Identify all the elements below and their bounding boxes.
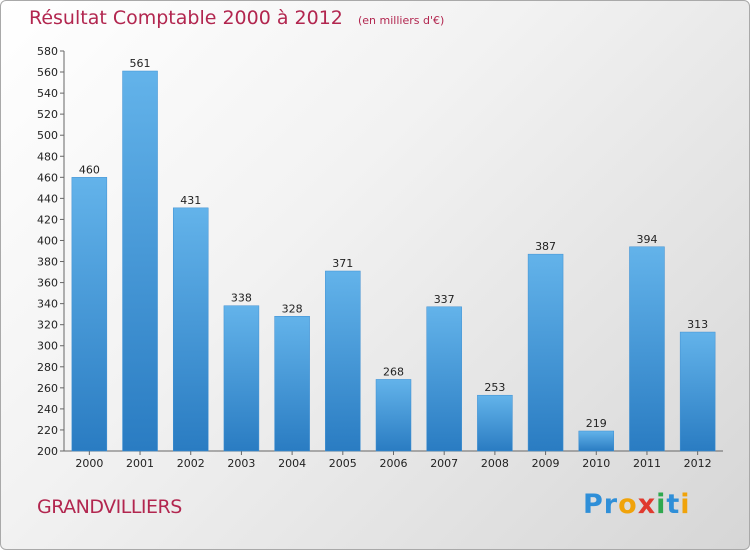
- value-label-2005: 371: [332, 257, 353, 270]
- x-tick-label-2003: 2003: [227, 457, 255, 470]
- x-tick-label-2005: 2005: [329, 457, 357, 470]
- x-tick-label-2006: 2006: [380, 457, 408, 470]
- x-tick-label-2002: 2002: [177, 457, 205, 470]
- y-tick-label: 380: [37, 256, 58, 269]
- y-tick-label: 400: [37, 234, 58, 247]
- y-tick-label: 520: [37, 108, 58, 121]
- bar-2012: [679, 331, 716, 452]
- x-tick-label-2007: 2007: [430, 457, 458, 470]
- title-row: Résultat Comptable 2000 à 2012 (en milli…: [29, 7, 444, 29]
- bar-2011: [629, 246, 665, 452]
- value-label-2007: 337: [434, 293, 455, 306]
- y-tick-label: 460: [37, 171, 58, 184]
- value-label-2011: 394: [636, 233, 657, 246]
- x-tick-label-2008: 2008: [481, 457, 509, 470]
- value-label-2010: 219: [586, 417, 607, 430]
- y-tick-label: 440: [37, 192, 58, 205]
- y-tick-label: 220: [37, 424, 58, 437]
- value-label-2004: 328: [282, 302, 303, 315]
- x-tick-label-2004: 2004: [278, 457, 306, 470]
- y-tick-label: 240: [37, 403, 58, 416]
- value-label-2002: 431: [180, 194, 201, 207]
- bar-2007: [426, 306, 462, 452]
- logo-letter: r: [603, 489, 619, 520]
- x-tick-label-2011: 2011: [633, 457, 661, 470]
- x-tick-label-2012: 2012: [684, 457, 712, 470]
- bar-2006: [375, 379, 412, 452]
- bar-2003: [223, 305, 260, 452]
- value-label-2012: 313: [687, 318, 708, 331]
- value-label-2003: 338: [231, 292, 252, 305]
- commune-name: GRANDVILLIERS: [37, 496, 182, 518]
- logo-letter: t: [666, 489, 681, 520]
- bar-2010: [578, 430, 615, 452]
- proxiti-logo: Proxiti: [583, 489, 691, 520]
- y-tick-label: 280: [37, 361, 58, 374]
- x-tick-label-2001: 2001: [126, 457, 154, 470]
- logo-letter: i: [656, 489, 667, 520]
- chart-title: Résultat Comptable 2000 à 2012: [29, 7, 343, 29]
- logo-letter: x: [637, 489, 657, 520]
- y-tick-label: 540: [37, 87, 58, 100]
- bar-2005: [325, 270, 361, 452]
- y-tick-label: 340: [37, 298, 58, 311]
- y-tick-label: 500: [37, 129, 58, 142]
- bar-2001: [122, 70, 158, 452]
- y-tick-label: 560: [37, 66, 58, 79]
- value-label-2001: 561: [130, 57, 151, 70]
- y-tick-label: 420: [37, 213, 58, 226]
- bar-2008: [477, 394, 513, 452]
- y-tick-label: 480: [37, 150, 58, 163]
- x-tick-label-2009: 2009: [532, 457, 560, 470]
- y-tick-label: 580: [37, 45, 58, 58]
- bar-2004: [274, 316, 310, 452]
- x-tick-label-2000: 2000: [75, 457, 103, 470]
- bar-2002: [172, 207, 209, 452]
- y-tick-label: 300: [37, 340, 58, 353]
- bar-2009: [527, 253, 564, 452]
- y-tick-label: 320: [37, 319, 58, 332]
- value-label-2006: 268: [383, 365, 404, 378]
- x-tick-label-2010: 2010: [582, 457, 610, 470]
- y-tick-label: 200: [37, 445, 58, 458]
- value-label-2000: 460: [79, 163, 100, 176]
- bar-2000: [71, 177, 108, 452]
- y-tick-label: 360: [37, 277, 58, 290]
- value-label-2008: 253: [484, 381, 505, 394]
- value-label-2009: 387: [535, 240, 556, 253]
- logo-letter: o: [618, 489, 638, 520]
- logo-letter: P: [583, 489, 604, 520]
- chart-subtitle: (en milliers d'€): [357, 14, 445, 27]
- logo-letter: i: [680, 489, 691, 520]
- y-tick-label: 260: [37, 382, 58, 395]
